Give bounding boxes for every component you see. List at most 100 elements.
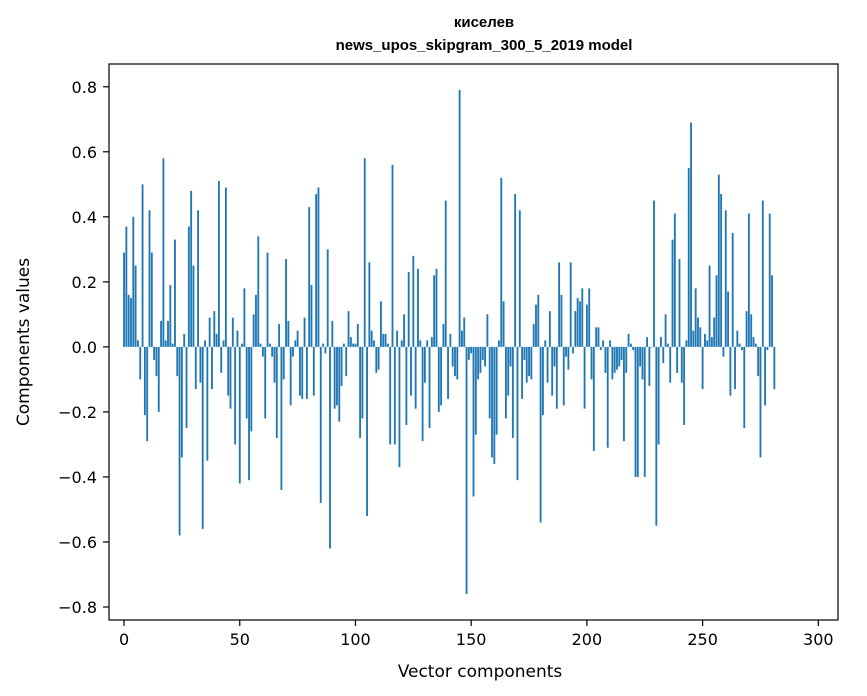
bar bbox=[366, 346, 368, 516]
plot-frame bbox=[108, 63, 839, 621]
bar bbox=[442, 324, 445, 347]
bar bbox=[646, 337, 648, 347]
y-tick-label: −0.4 bbox=[58, 468, 97, 487]
bar bbox=[271, 346, 274, 357]
bar bbox=[238, 346, 241, 484]
bar bbox=[197, 210, 200, 347]
bar bbox=[521, 346, 524, 399]
bar bbox=[639, 346, 642, 367]
bar bbox=[539, 346, 542, 523]
bar bbox=[500, 177, 503, 347]
bar bbox=[384, 333, 387, 347]
bar bbox=[528, 346, 530, 377]
bar bbox=[525, 346, 528, 383]
bar bbox=[349, 337, 352, 347]
bar bbox=[757, 346, 760, 377]
bar bbox=[498, 340, 500, 347]
bar bbox=[282, 346, 285, 380]
bar bbox=[183, 333, 186, 347]
bar bbox=[148, 210, 151, 347]
bar bbox=[634, 346, 637, 477]
bar bbox=[310, 285, 313, 347]
bar bbox=[222, 340, 225, 347]
bar bbox=[322, 343, 324, 347]
bar bbox=[268, 343, 271, 347]
bar bbox=[137, 340, 139, 347]
bar bbox=[491, 346, 493, 458]
bar bbox=[641, 346, 644, 380]
x-tick-label: 50 bbox=[230, 630, 250, 649]
bar bbox=[687, 168, 690, 347]
bar bbox=[324, 346, 327, 354]
bars-group bbox=[123, 90, 776, 594]
bar bbox=[623, 346, 625, 442]
bar bbox=[734, 346, 736, 390]
bar bbox=[204, 340, 206, 347]
bar bbox=[697, 317, 699, 347]
bar bbox=[319, 346, 322, 503]
bar bbox=[558, 262, 561, 347]
bar bbox=[336, 346, 338, 406]
bar bbox=[470, 346, 473, 354]
bar bbox=[123, 252, 125, 347]
bar bbox=[706, 340, 709, 347]
bar bbox=[171, 343, 174, 347]
bar bbox=[518, 210, 521, 347]
bar bbox=[618, 346, 621, 367]
bar bbox=[493, 346, 496, 464]
bar bbox=[368, 262, 371, 347]
chart-subtitle: news_upos_skipgram_300_5_2019 model bbox=[336, 37, 633, 54]
y-tick-label: 0.4 bbox=[72, 208, 97, 227]
bar bbox=[287, 320, 290, 347]
bar bbox=[206, 346, 209, 461]
bar bbox=[602, 340, 605, 347]
bar bbox=[356, 324, 359, 347]
bar bbox=[544, 340, 547, 347]
bar bbox=[261, 346, 264, 357]
bar bbox=[201, 346, 204, 529]
bar bbox=[514, 194, 517, 347]
bar bbox=[451, 346, 454, 367]
bar bbox=[220, 346, 223, 373]
bar bbox=[673, 213, 676, 347]
bar bbox=[391, 164, 394, 347]
bar bbox=[604, 346, 607, 373]
bar bbox=[428, 346, 431, 429]
bar bbox=[345, 346, 348, 377]
bar bbox=[579, 301, 581, 347]
bar bbox=[377, 346, 380, 370]
bar bbox=[745, 311, 748, 347]
bar bbox=[766, 346, 769, 351]
bar bbox=[347, 311, 350, 347]
bar bbox=[248, 346, 250, 481]
bar bbox=[361, 346, 364, 419]
bar bbox=[211, 346, 213, 390]
bar bbox=[169, 285, 172, 347]
y-tick-label: −0.8 bbox=[58, 598, 97, 617]
bar bbox=[178, 346, 181, 536]
bar bbox=[194, 346, 197, 390]
bar bbox=[331, 320, 334, 347]
bar bbox=[629, 343, 632, 347]
bar bbox=[410, 346, 412, 396]
y-tick-label: −0.2 bbox=[58, 403, 97, 422]
bar bbox=[155, 346, 158, 377]
bar bbox=[266, 252, 269, 347]
bar bbox=[727, 291, 729, 347]
bar bbox=[606, 346, 609, 448]
bar bbox=[329, 346, 331, 549]
bar bbox=[616, 346, 618, 370]
bar bbox=[303, 317, 306, 347]
y-tick-label: 0.8 bbox=[72, 78, 97, 97]
bar bbox=[326, 249, 329, 347]
bar bbox=[771, 275, 773, 347]
bar bbox=[467, 346, 470, 360]
bar bbox=[278, 324, 281, 347]
bar bbox=[477, 346, 480, 380]
bar bbox=[747, 213, 750, 347]
x-tick-label: 150 bbox=[456, 630, 487, 649]
bar bbox=[597, 327, 600, 347]
bar bbox=[704, 333, 706, 347]
bar bbox=[479, 346, 482, 373]
bar bbox=[403, 314, 405, 347]
